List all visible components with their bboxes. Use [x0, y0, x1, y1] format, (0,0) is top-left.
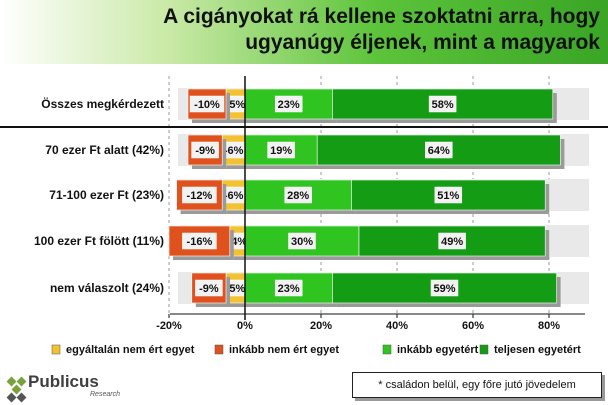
logo-subtitle: Research: [90, 391, 120, 398]
x-tick-label: -20%: [156, 320, 182, 332]
category-label: nem válaszolt (24%): [50, 281, 164, 295]
data-label: -6%: [224, 145, 244, 157]
data-label: 58%: [432, 99, 454, 111]
legend-label-4: teljesen egyetért: [494, 344, 581, 356]
data-label: -5%: [226, 99, 246, 111]
data-label-box: [274, 279, 303, 297]
x-tick-label: 40%: [386, 320, 408, 332]
legend-swatch-1: [51, 344, 61, 355]
title-line-1: A cigányokat rá kellene szoktatni arra, …: [163, 5, 600, 28]
data-label: -10%: [194, 99, 220, 111]
x-tick-label: 0%: [237, 320, 253, 332]
legend-label-2: inkább nem ért egyet: [229, 344, 339, 356]
chart-title: A cigányokat rá kellene szoktatni arra, …: [40, 4, 600, 56]
legend-swatch-4: [479, 344, 489, 355]
data-label: -9%: [195, 145, 215, 157]
data-label-box: [425, 141, 453, 159]
data-label: 23%: [278, 283, 300, 295]
category-label: 70 ezer Ft alatt (42%): [45, 143, 164, 157]
category-label: 100 ezer Ft fölött (11%): [34, 234, 164, 248]
data-label: 28%: [287, 190, 309, 202]
data-label-box: [284, 186, 312, 204]
footnote-box: * családon belül, egy főre jutó jövedele…: [352, 372, 602, 398]
data-label-box: [195, 279, 223, 297]
logo-name: Publicus: [28, 372, 99, 391]
data-label: 59%: [433, 283, 455, 295]
title-line-2: ugyanúgy éljenek, mint a magyarok: [245, 31, 600, 54]
legend-swatch-3: [382, 344, 392, 355]
legend-label-3: inkább egyetért: [397, 344, 479, 356]
data-label-box: [274, 95, 303, 113]
data-label: -16%: [187, 236, 213, 248]
data-label: 19%: [270, 145, 292, 157]
data-label: -6%: [224, 190, 244, 202]
data-label-box: [438, 232, 466, 250]
data-label-box: [267, 141, 295, 159]
x-tick-label: 20%: [310, 320, 332, 332]
x-tick-label: 60%: [462, 320, 484, 332]
legend-label-1: egyáltalán nem ért egyet: [66, 344, 195, 356]
data-label-box: [182, 232, 217, 250]
data-label: 64%: [428, 145, 450, 157]
data-label: -9%: [199, 283, 219, 295]
data-label-box: [189, 95, 225, 113]
x-tick-label: 80%: [538, 320, 560, 332]
category-label: 71-100 ezer Ft (23%): [49, 188, 164, 202]
data-label-box: [430, 279, 459, 297]
title-banner: [0, 0, 608, 64]
data-label: -12%: [187, 190, 213, 202]
data-label: 51%: [437, 190, 459, 202]
data-label-box: [191, 141, 219, 159]
data-label-box: [434, 186, 463, 204]
data-label-box: [288, 232, 316, 250]
data-label: 49%: [441, 236, 463, 248]
category-label: Összes megkérdezett: [41, 96, 164, 111]
data-label: 23%: [278, 99, 300, 111]
publicus-logo-icon: [6, 376, 27, 403]
legend-swatch-2: [214, 344, 224, 355]
data-label: -5%: [226, 283, 246, 295]
data-label-box: [428, 95, 457, 113]
data-label: 30%: [291, 236, 313, 248]
data-label-box: [182, 186, 217, 204]
